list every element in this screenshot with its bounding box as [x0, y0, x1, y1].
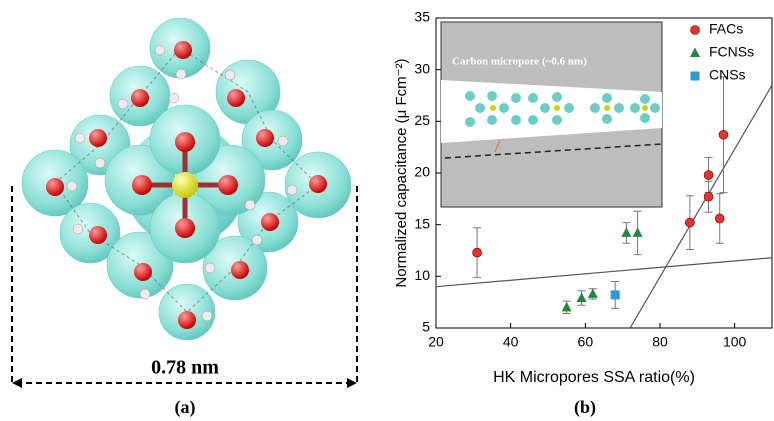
legend-label: FCNSs: [709, 44, 754, 60]
point: [632, 227, 643, 237]
dimension-label: 0.78 nm: [151, 357, 219, 379]
legend-marker: [690, 71, 700, 81]
y-tick-label: 25: [414, 112, 430, 128]
legend-label: FACs: [709, 21, 743, 37]
point: [587, 288, 598, 298]
y-tick-label: 15: [414, 215, 430, 231]
point: [610, 290, 620, 300]
y-tick-label: 30: [414, 60, 430, 76]
inset: [440, 21, 663, 208]
x-tick-label: 80: [652, 334, 668, 350]
molecule: [21, 17, 352, 341]
point: [561, 301, 572, 312]
point: [621, 227, 632, 237]
x-tick-label: 20: [428, 334, 444, 350]
arrowheads: [12, 378, 357, 388]
x-tick-label: 60: [578, 334, 594, 350]
panel-label: (a): [175, 397, 196, 418]
point: [703, 170, 714, 180]
y-tick-label: 35: [414, 9, 430, 25]
dimension-line: [11, 186, 358, 384]
point: [703, 191, 714, 202]
y-axis-label: Normalized capacitance (μ Fcm⁻²): [393, 58, 410, 287]
inset-annotation: Carbon micropore (~0.6 nm): [452, 56, 587, 68]
y-tick-label: 20: [414, 164, 430, 180]
point: [685, 217, 695, 228]
legend-marker: [690, 47, 700, 57]
fit-line: [629, 84, 772, 328]
y-tick-label: 5: [422, 319, 430, 335]
y-tick-label: 10: [414, 267, 430, 283]
x-tick-label: 100: [723, 334, 747, 350]
panel-label: (b): [574, 397, 596, 418]
point: [714, 213, 725, 224]
legend-label: CNSs: [709, 67, 746, 83]
point: [718, 129, 729, 140]
fit-line: [436, 257, 772, 288]
x-tick-label: 40: [503, 334, 519, 350]
legend-marker: [690, 25, 700, 35]
point: [472, 247, 482, 258]
point: [576, 292, 587, 303]
x-axis-label: HK Micropores SSA ratio(%): [493, 369, 695, 386]
